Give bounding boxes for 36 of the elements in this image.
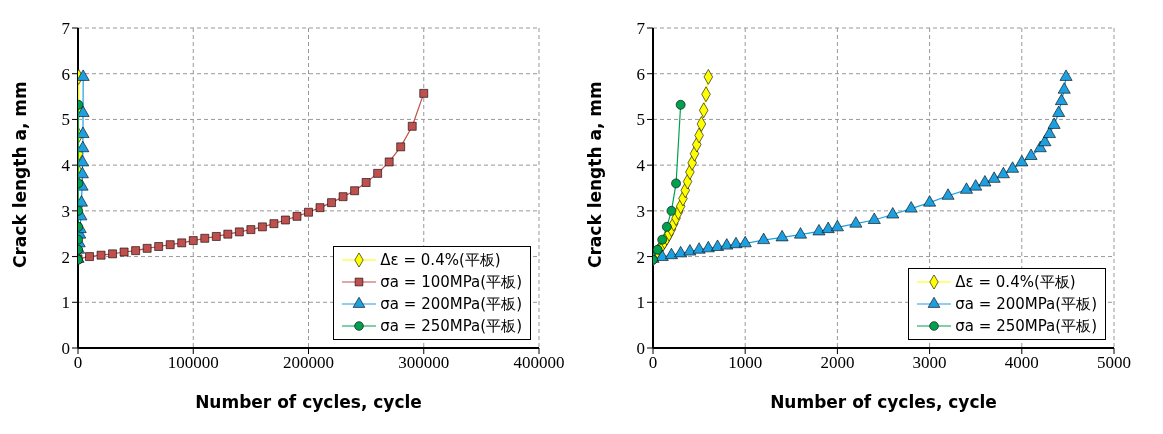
y-tick-label: 3 <box>61 201 70 221</box>
y-tick-label: 7 <box>636 19 646 39</box>
y-tick-label: 1 <box>61 293 70 313</box>
legend-label: σa = 250MPa(平板) <box>955 316 1097 337</box>
x-tick-label: 300000 <box>398 353 450 373</box>
legend-label: Δε = 0.4%(平板) <box>955 272 1076 293</box>
y-axis-title: Crack length a, mm <box>10 81 31 268</box>
y-tick-label: 5 <box>61 110 70 130</box>
x-tick-label: 100000 <box>167 353 219 373</box>
y-tick-label: 6 <box>61 64 70 84</box>
y-axis-title: Crack length a, mm <box>585 81 606 268</box>
legend-label: σa = 250MPa(平板) <box>380 316 522 337</box>
y-tick-label: 7 <box>61 19 71 39</box>
y-tick-label: 3 <box>636 201 645 221</box>
y-tick-label: 2 <box>61 247 70 267</box>
x-tick-label: 2000 <box>820 353 855 373</box>
legend-label: σa = 200MPa(平板) <box>955 294 1097 315</box>
y-tick-label: 5 <box>636 110 645 130</box>
legend-label: σa = 200MPa(平板) <box>380 294 522 315</box>
y-tick-label: 6 <box>636 64 645 84</box>
x-tick-label: 4000 <box>1004 353 1039 373</box>
x-tick-label: 3000 <box>912 353 947 373</box>
y-tick-label: 0 <box>61 339 70 359</box>
x-tick-label: 200000 <box>283 353 334 373</box>
x-tick-label: 1000 <box>728 353 763 373</box>
x-axis-title: Number of cycles, cycle <box>195 392 422 412</box>
legend-label: σa = 100MPa(平板) <box>380 272 522 293</box>
y-tick-label: 4 <box>636 156 646 176</box>
y-tick-label: 2 <box>636 247 645 267</box>
x-tick-label: 400000 <box>513 353 565 373</box>
y-tick-label: 4 <box>61 156 71 176</box>
legend-label: Δε = 0.4%(平板) <box>380 250 501 271</box>
y-tick-label: 0 <box>636 339 645 359</box>
y-tick-label: 1 <box>636 293 645 313</box>
x-tick-label: 5000 <box>1097 353 1131 373</box>
x-axis-title: Number of cycles, cycle <box>770 392 997 412</box>
